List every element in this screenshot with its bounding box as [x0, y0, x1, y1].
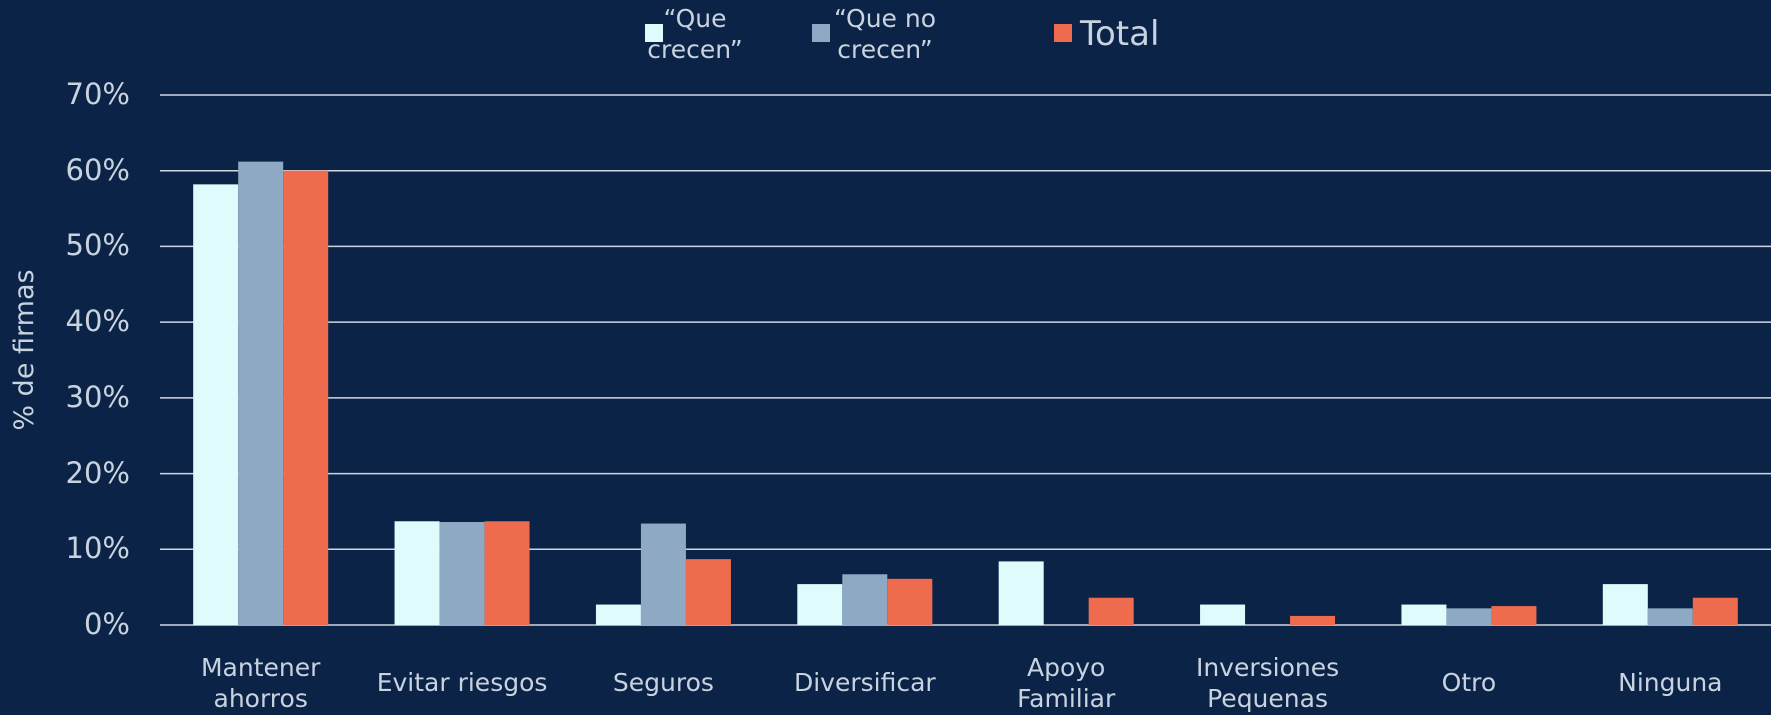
x-tick-label: Mantener ahorros [200, 652, 321, 713]
legend-marker [1054, 24, 1072, 42]
bar [1446, 608, 1492, 625]
bar [439, 522, 485, 625]
y-tick-label: 60% [65, 152, 130, 187]
bar [1647, 608, 1693, 625]
y-axis-label: % de firmas [9, 269, 41, 431]
x-tick-label: Otro [1441, 668, 1497, 698]
bar [484, 521, 530, 625]
bar [640, 523, 686, 625]
bar [887, 578, 933, 625]
bar [1692, 597, 1738, 625]
legend-marker [812, 24, 830, 42]
bar [238, 161, 284, 625]
x-tick-label: Apoyo Familiar [1017, 652, 1116, 713]
bar [1200, 604, 1246, 625]
legend-marker [645, 24, 663, 42]
y-tick-label: 20% [65, 455, 130, 490]
bar [1088, 597, 1134, 625]
x-tick-label: Diversificar [793, 668, 936, 698]
x-tick-label: Seguros [612, 668, 714, 698]
legend-label: “Que no crecen” [833, 3, 937, 64]
y-tick-label: 10% [65, 531, 130, 566]
y-tick-label: 0% [83, 607, 130, 641]
bar [842, 574, 888, 625]
y-tick-label: 50% [65, 228, 130, 263]
y-tick-label: 40% [65, 304, 130, 339]
bar [1602, 584, 1648, 625]
x-tick-label: Evitar riesgos [376, 668, 548, 698]
bar [1401, 604, 1447, 625]
bar [394, 521, 440, 625]
x-tick-label: Inversiones Pequenas [1195, 652, 1340, 713]
legend-label: “Que crecen” [647, 3, 743, 64]
legend-label: Total [1080, 13, 1160, 54]
bar [998, 561, 1044, 625]
y-tick-label: 70% [65, 77, 130, 111]
bar [595, 604, 641, 625]
bar [193, 184, 239, 626]
y-tick-label: 30% [65, 379, 130, 414]
bar [1290, 615, 1336, 625]
bar [797, 584, 843, 625]
x-tick-label: Ninguna [1618, 668, 1723, 698]
bar [1491, 606, 1537, 625]
bar [685, 559, 731, 625]
bar [283, 170, 329, 625]
